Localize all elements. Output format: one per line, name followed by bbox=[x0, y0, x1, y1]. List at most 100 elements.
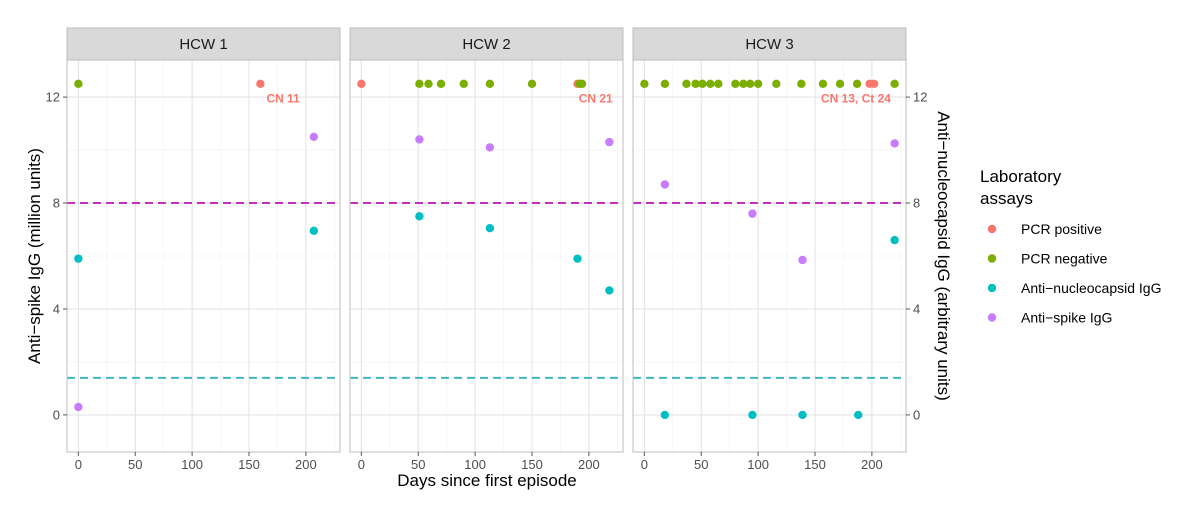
legend-label: Anti−spike IgG bbox=[1021, 310, 1112, 326]
data-point bbox=[714, 79, 723, 89]
x-tick-label: 50 bbox=[694, 457, 708, 472]
data-point bbox=[798, 255, 807, 265]
data-point bbox=[748, 209, 757, 218]
data-point bbox=[74, 79, 83, 89]
data-point bbox=[485, 143, 495, 152]
data-point bbox=[748, 410, 757, 420]
panel-1: HCW 1 CN 11 bbox=[66, 27, 341, 453]
data-point bbox=[890, 139, 899, 148]
annotation-label: CN 11 bbox=[266, 91, 300, 105]
x-tick-label: 0 bbox=[75, 457, 82, 472]
data-point bbox=[818, 79, 828, 89]
panel-strip bbox=[349, 27, 624, 61]
y-tick-label-right: 4 bbox=[913, 301, 920, 316]
legend-key bbox=[987, 254, 997, 263]
x-tick-label: 200 bbox=[861, 457, 883, 472]
y-tick-label-left: 0 bbox=[53, 407, 60, 422]
data-point bbox=[309, 132, 319, 142]
data-point bbox=[739, 79, 748, 89]
data-point bbox=[309, 226, 319, 236]
data-point bbox=[682, 79, 691, 89]
data-point bbox=[706, 79, 715, 89]
x-tick-label: 150 bbox=[804, 457, 826, 472]
data-point bbox=[436, 79, 446, 89]
x-tick-label: 100 bbox=[747, 457, 769, 472]
legend: Laboratory assays PCR positive PCR negative… bbox=[980, 167, 1161, 326]
data-point bbox=[415, 212, 424, 221]
data-point bbox=[698, 79, 707, 89]
panel-strip-title: HCW 2 bbox=[462, 36, 510, 53]
legend-title-line1: Laboratory bbox=[980, 167, 1062, 186]
data-point bbox=[869, 79, 879, 89]
x-tick-label: 100 bbox=[181, 457, 203, 472]
legend-key bbox=[987, 224, 997, 234]
x-tick-label: 200 bbox=[295, 457, 317, 472]
data-point bbox=[731, 79, 740, 89]
panel-strip bbox=[632, 27, 907, 61]
data-point bbox=[74, 254, 83, 263]
panel-border bbox=[66, 59, 341, 453]
data-point bbox=[573, 254, 582, 263]
axes-layer: 0 50 100 150 200 0 50 100 150 200 0 50 100 150 200 0 4 8 1… bbox=[25, 90, 953, 490]
data-point bbox=[74, 402, 83, 412]
y-tick-label-right: 8 bbox=[913, 196, 920, 211]
data-point bbox=[415, 135, 424, 144]
data-point bbox=[691, 79, 700, 89]
x-tick-label: 200 bbox=[578, 457, 600, 472]
data-point bbox=[485, 223, 495, 233]
data-point bbox=[256, 79, 265, 89]
panel-strip-title: HCW 1 bbox=[179, 36, 227, 53]
legend-title-line2: assays bbox=[980, 189, 1033, 208]
data-point bbox=[459, 79, 468, 89]
annotation-label: CN 13, Ct 24 bbox=[821, 91, 891, 105]
data-point bbox=[415, 79, 424, 89]
y-tick-label-right: 0 bbox=[913, 407, 920, 422]
legend-label: PCR positive bbox=[1021, 221, 1102, 237]
y-tick-label-left: 12 bbox=[46, 90, 60, 105]
panel-border bbox=[632, 59, 907, 453]
x-tick-label: 50 bbox=[128, 457, 142, 472]
data-point bbox=[835, 79, 845, 89]
data-point bbox=[485, 79, 495, 89]
data-point bbox=[577, 79, 587, 89]
panel-strip-title: HCW 3 bbox=[745, 36, 793, 53]
y-tick-label-left: 8 bbox=[53, 196, 60, 211]
data-point bbox=[797, 79, 806, 89]
panel-border bbox=[349, 59, 624, 453]
legend-key bbox=[987, 313, 997, 322]
data-point bbox=[605, 286, 614, 295]
y-tick-label-right: 12 bbox=[913, 90, 927, 105]
data-point bbox=[605, 137, 614, 147]
data-point bbox=[640, 79, 649, 89]
data-point bbox=[890, 79, 899, 89]
data-point bbox=[753, 79, 763, 89]
data-point bbox=[660, 410, 670, 420]
x-tick-label: 100 bbox=[464, 457, 486, 472]
y-tick-label-left: 4 bbox=[53, 301, 60, 316]
x-tick-label: 0 bbox=[641, 457, 648, 472]
panel-3: HCW 3 CN 13, Ct 24 bbox=[632, 27, 907, 453]
panels-layer: HCW 1 CN 11 HCW 2 CN 21 HCW 3 CN 13, Ct 24 bbox=[66, 27, 907, 453]
data-point bbox=[854, 410, 863, 420]
data-point bbox=[745, 79, 755, 89]
data-point bbox=[890, 235, 899, 245]
y-axis-title-left: Anti−spike IgG (million units) bbox=[25, 148, 44, 364]
data-point bbox=[798, 410, 807, 420]
legend-label: Anti−nucleocapsid IgG bbox=[1021, 280, 1161, 296]
data-point bbox=[527, 79, 537, 89]
x-tick-label: 0 bbox=[358, 457, 365, 472]
annotation-label: CN 21 bbox=[579, 91, 613, 105]
legend-label: PCR negative bbox=[1021, 251, 1108, 267]
data-point bbox=[852, 79, 862, 89]
panel-2: HCW 2 CN 21 bbox=[349, 27, 624, 453]
x-tick-label: 50 bbox=[411, 457, 425, 472]
data-point bbox=[660, 79, 670, 89]
data-point bbox=[660, 180, 670, 189]
data-point bbox=[424, 79, 433, 89]
legend-key bbox=[987, 283, 997, 293]
panel-strip bbox=[66, 27, 341, 61]
y-axis-title-right: Anti−nucleocapsid IgG (arbitrary units) bbox=[934, 111, 953, 401]
data-point bbox=[357, 79, 366, 89]
data-point bbox=[772, 79, 781, 89]
